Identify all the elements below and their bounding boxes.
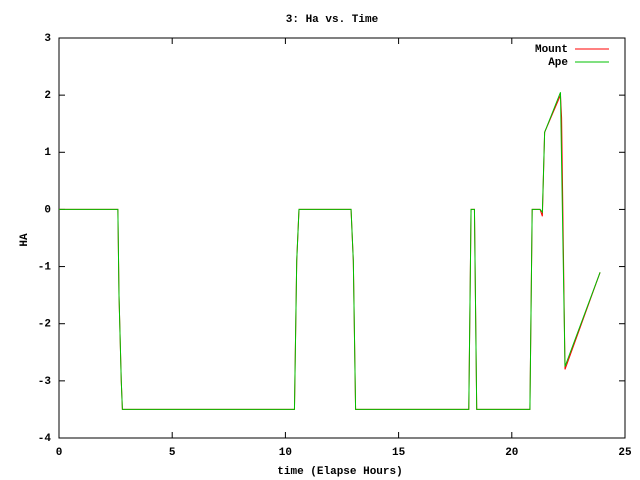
legend-label: Mount	[535, 44, 568, 56]
x-tick-label: 5	[169, 447, 176, 459]
y-tick-label: -3	[38, 376, 52, 388]
x-tick-label: 0	[56, 447, 63, 459]
y-tick-label: -4	[38, 433, 52, 445]
y-tick-label: -1	[38, 261, 52, 273]
x-tick-label: 20	[505, 447, 518, 459]
y-tick-label: 1	[44, 147, 51, 159]
y-tick-label: -2	[38, 319, 51, 331]
data-line	[59, 94, 601, 410]
plot-frame	[58, 37, 626, 439]
x-tick-label: 25	[618, 447, 632, 459]
y-tick-label: 3	[44, 33, 51, 45]
x-tick-label: 15	[392, 447, 406, 459]
legend-label: Ape	[548, 57, 568, 69]
y-tick-label: 0	[44, 204, 51, 216]
y-tick-label: 2	[44, 90, 51, 102]
y-axis-label: HA	[19, 233, 31, 247]
x-axis-label: time (Elapse Hours)	[277, 466, 402, 478]
x-tick-label: 10	[279, 447, 292, 459]
data-line	[59, 92, 601, 410]
chart-title: 3: Ha vs. Time	[286, 14, 379, 26]
